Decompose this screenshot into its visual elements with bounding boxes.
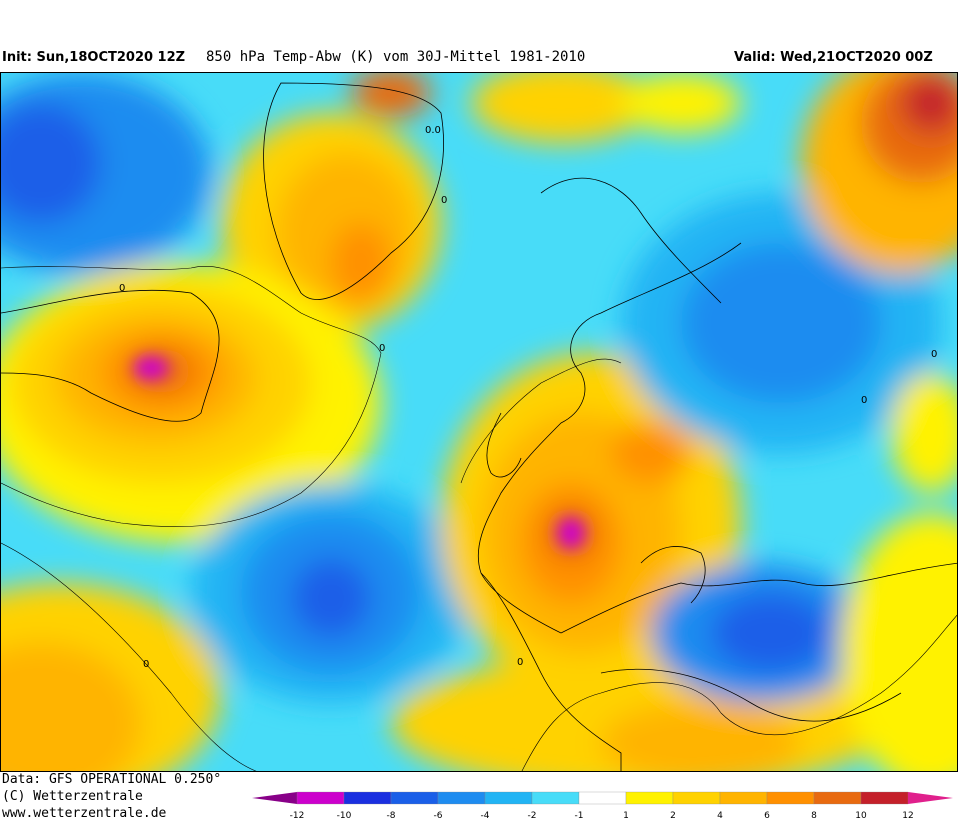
contour-label: 0: [143, 659, 149, 670]
contour-labels: 0.0 0 0 0 0 0 0 0: [119, 125, 937, 670]
scale-tick-label: -10: [337, 811, 352, 821]
contour-label: 0: [517, 657, 523, 668]
scale-tick-label: -12: [290, 811, 305, 821]
scale-tick-label: 8: [811, 811, 817, 821]
scale-tick-label: -1: [575, 811, 584, 821]
scale-tick-label: 12: [902, 811, 913, 821]
scale-swatch: [343, 791, 392, 805]
contour-label: 0: [441, 195, 447, 206]
scale-tick-label: -4: [481, 811, 490, 821]
scale-swatch: [437, 791, 486, 805]
scale-tick-label: 6: [764, 811, 770, 821]
zero-contours: [1, 266, 957, 771]
scale-swatch: [719, 791, 768, 805]
scale-swatch: [578, 791, 627, 805]
scale-low-end: [252, 792, 297, 804]
scale-tick-label: 4: [717, 811, 723, 821]
scale-swatch: [484, 791, 533, 805]
anomaly-map: 0.0 0 0 0 0 0 0 0: [0, 72, 958, 772]
website-link[interactable]: www.wetterzentrale.de: [2, 806, 167, 821]
scale-tick-label: -2: [528, 811, 537, 821]
color-scale: -12 -10 -8 -6 -4 -2 -1 1 2 4 6 8 10 12: [252, 791, 953, 821]
scale-swatch: [766, 791, 815, 805]
scale-tick-label: 1: [623, 811, 629, 821]
valid-time-label: Valid: Wed,21OCT2020 00Z: [734, 50, 933, 65]
scale-tick-label: 10: [855, 811, 867, 821]
anomaly-field: [1, 73, 957, 771]
scale-swatch: [813, 791, 862, 805]
scale-tick-label: -6: [434, 811, 443, 821]
data-source-label: Data: GFS OPERATIONAL 0.250°: [2, 772, 222, 787]
scale-swatch: [625, 791, 674, 805]
chart-title: 850 hPa Temp-Abw (K) vom 30J-Mittel 1981…: [206, 49, 586, 65]
scale-swatch: [390, 791, 439, 805]
coastlines: [1, 82, 957, 771]
scale-tick-label: 2: [670, 811, 676, 821]
scale-high-end: [908, 792, 953, 804]
anomaly-cores: [133, 356, 585, 549]
init-time-label: Init: Sun,18OCT2020 12Z: [2, 50, 186, 65]
scale-swatch: [296, 791, 345, 805]
color-scale-legend: -12 -10 -8 -6 -4 -2 -1 1 2 4 6 8 10 12: [250, 788, 962, 824]
copyright-label: (C) Wetterzentrale: [2, 789, 143, 804]
contour-label: 0: [119, 283, 125, 294]
header-bar: Init: Sun,18OCT2020 12Z 850 hPa Temp-Abw…: [0, 0, 964, 72]
scale-swatch: [672, 791, 721, 805]
contour-label: 0.0: [425, 125, 441, 136]
scale-swatch: [531, 791, 580, 805]
map-canvas: 0.0 0 0 0 0 0 0 0: [1, 73, 957, 771]
contour-label: 0: [379, 343, 385, 354]
scale-swatch: [860, 791, 909, 805]
scale-tick-label: -8: [387, 811, 396, 821]
contour-label: 0: [931, 349, 937, 360]
contour-label: 0: [861, 395, 867, 406]
